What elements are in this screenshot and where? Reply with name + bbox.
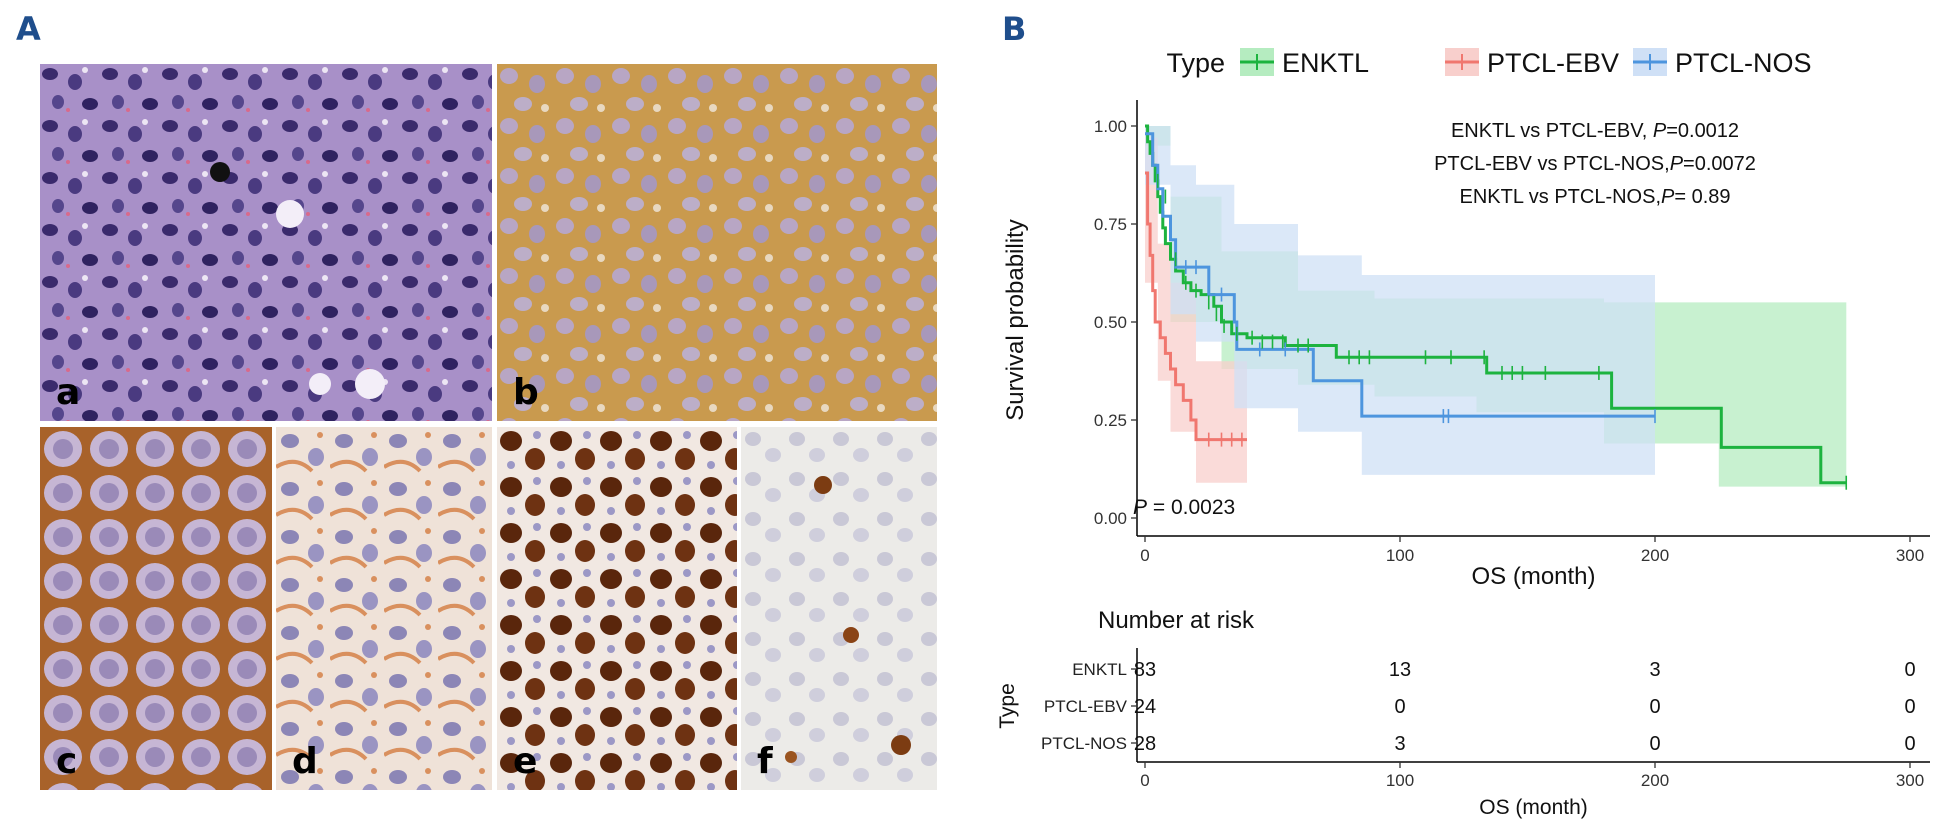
risk-x-axis-title: OS (month) — [1479, 796, 1588, 819]
risk-count: 0 — [1904, 659, 1915, 681]
censor-marks — [1156, 173, 1848, 490]
micrograph-b-label: b — [513, 372, 539, 413]
y-tick-label: 1.00 — [1094, 117, 1127, 136]
legend-title: Type — [1166, 48, 1225, 78]
micrograph-d-label: d — [292, 741, 318, 782]
risk-count: 3 — [1394, 733, 1405, 755]
risk-count: 3 — [1649, 659, 1660, 681]
risk-count: 83 — [1134, 659, 1156, 681]
micrograph-f-label: f — [757, 741, 773, 782]
axes: 0.00 0.25 0.50 0.75 1.00 0 100 200 300 OS (month)… — [1002, 100, 1930, 590]
legend-label-ptcl-nos: PTCL-NOS — [1675, 48, 1812, 78]
y-axis-title: Survival probability — [1002, 219, 1029, 420]
micrograph-e-image — [497, 427, 737, 790]
km-chart: Type ENKTL PTCL-EBV PTCL-NOS 0.000.250.500.… — [996, 48, 1930, 819]
micrograph-c-image — [40, 427, 272, 790]
y-tick-label: 0.00 — [1094, 509, 1127, 528]
risk-row-label: ENKTL — [1072, 660, 1127, 679]
risk-x-tick-label: 200 — [1641, 771, 1669, 790]
risk-count: 0 — [1394, 696, 1405, 718]
legend-label-enktl: ENKTL — [1282, 48, 1369, 78]
survival-curve-ptcl-ebv — [1145, 171, 1247, 442]
micrograph-a-label: a — [56, 372, 81, 413]
legend: Type ENKTL PTCL-EBV PTCL-NOS — [1166, 48, 1812, 78]
y-tick-label: 0.75 — [1094, 215, 1127, 234]
risk-table: Number at risk ENKTL 83 13 3 0 PTCL-EBV 24 0 0 0 PT… — [996, 607, 1930, 819]
risk-count: 24 — [1134, 696, 1156, 718]
micrograph-a-image — [40, 64, 492, 421]
micrograph-f: f — [741, 427, 937, 790]
ci-bands — [1145, 126, 1847, 515]
panel-b-letter: B — [1002, 10, 1027, 48]
micrograph-e-label: e — [513, 741, 538, 782]
micrograph-a: a — [40, 64, 492, 421]
comparison-p: P — [1661, 186, 1675, 208]
risk-count: 0 — [1904, 696, 1915, 718]
comparison-p: P — [1670, 153, 1684, 175]
risk-x-tick-label: 300 — [1896, 771, 1924, 790]
risk-x-tick-label: 100 — [1386, 771, 1414, 790]
comparison-pair: ENKTL vs PTCL-NOS, — [1459, 186, 1661, 208]
panel-a-letter: A — [16, 10, 41, 48]
risk-count: 13 — [1389, 659, 1411, 681]
risk-count: 28 — [1134, 733, 1156, 755]
x-tick-label: 100 — [1386, 546, 1414, 565]
risk-x-tick-label: 0 — [1140, 771, 1149, 790]
micrograph-b-image — [497, 64, 937, 421]
x-tick-label: 300 — [1896, 546, 1924, 565]
comparison-pvalue: PTCL-EBV vs PTCL-NOS,P=0.0072 — [1434, 153, 1756, 175]
risk-count: 0 — [1649, 696, 1660, 718]
comparison-pvalue: ENKTL vs PTCL-NOS,P= 0.89 — [1459, 186, 1730, 208]
x-axis-title: OS (month) — [1471, 563, 1595, 590]
risk-row-label: PTCL-NOS — [1041, 734, 1127, 753]
legend-label-ptcl-ebv: PTCL-EBV — [1487, 48, 1619, 78]
comparison-value: =0.0012 — [1666, 120, 1739, 142]
overall-pvalue-p: P — [1133, 496, 1147, 519]
ci-band-ptcl-nos — [1145, 126, 1655, 475]
overall-pvalue: P = 0.0023 — [1133, 496, 1235, 519]
overall-pvalue-value: = 0.0023 — [1147, 496, 1235, 519]
comparison-p: P — [1653, 120, 1667, 142]
micrograph-b: b — [497, 64, 937, 421]
comparison-pair: PTCL-EBV vs PTCL-NOS, — [1434, 153, 1670, 175]
y-tick-label: 0.25 — [1094, 411, 1127, 430]
risk-table-title: Number at risk — [1098, 607, 1255, 634]
x-tick-label: 200 — [1641, 546, 1669, 565]
comparison-pair: ENKTL vs PTCL-EBV, — [1451, 120, 1653, 142]
micrograph-d-image — [276, 427, 492, 790]
micrograph-c: c — [40, 427, 272, 790]
micrograph-f-image — [741, 427, 937, 790]
risk-count: 0 — [1904, 733, 1915, 755]
survival-curve-ptcl-nos — [1145, 132, 1655, 418]
micrograph-e: e — [497, 427, 737, 790]
risk-y-axis-title: Type — [996, 683, 1019, 729]
risk-row-label: PTCL-EBV — [1044, 697, 1128, 716]
comparison-value: =0.0072 — [1683, 153, 1756, 175]
micrograph-c-label: c — [56, 741, 78, 782]
comparison-value: = 0.89 — [1674, 186, 1730, 208]
risk-count: 0 — [1649, 733, 1660, 755]
comparison-pvalue: ENKTL vs PTCL-EBV, P=0.0012 — [1451, 120, 1739, 142]
x-tick-label: 0 — [1140, 546, 1149, 565]
y-tick-label: 0.50 — [1094, 313, 1127, 332]
micrograph-d: d — [276, 427, 492, 790]
